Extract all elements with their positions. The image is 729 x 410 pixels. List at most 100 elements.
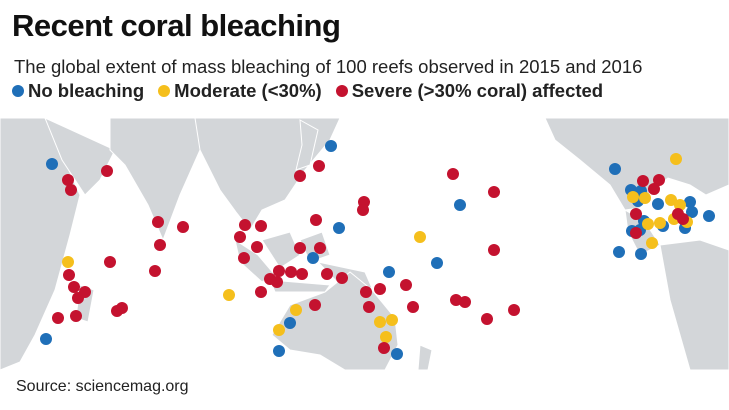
reef-dot bbox=[627, 191, 639, 203]
reef-dot bbox=[290, 304, 302, 316]
reef-dot bbox=[630, 208, 642, 220]
reef-dot bbox=[630, 227, 642, 239]
reef-dot bbox=[481, 313, 493, 325]
reef-dot bbox=[374, 283, 386, 295]
reef-dot bbox=[459, 296, 471, 308]
reef-dot bbox=[670, 153, 682, 165]
reef-dot bbox=[383, 266, 395, 278]
reef-dot bbox=[273, 324, 285, 336]
reef-dot bbox=[238, 252, 250, 264]
legend-swatch bbox=[12, 85, 24, 97]
reef-dot bbox=[234, 231, 246, 243]
reef-dot bbox=[450, 294, 462, 306]
reef-dot bbox=[116, 302, 128, 314]
subtitle: The global extent of mass bleaching of 1… bbox=[14, 56, 643, 77]
reef-dot bbox=[46, 158, 58, 170]
legend-item: Severe (>30% coral) affected bbox=[335, 80, 604, 102]
reef-dot bbox=[310, 214, 322, 226]
legend-item: Moderate (<30%) bbox=[158, 80, 322, 102]
reef-dot bbox=[70, 310, 82, 322]
reef-dot bbox=[400, 279, 412, 291]
reef-dot bbox=[391, 348, 403, 360]
reef-dot bbox=[609, 163, 621, 175]
reef-dot bbox=[407, 301, 419, 313]
reef-dot bbox=[703, 210, 715, 222]
reef-dot bbox=[488, 186, 500, 198]
reef-dot bbox=[251, 241, 263, 253]
reef-dot bbox=[239, 219, 251, 231]
reef-dot bbox=[674, 199, 686, 211]
reef-dot bbox=[285, 266, 297, 278]
reef-dot bbox=[652, 198, 664, 210]
reef-dot bbox=[296, 268, 308, 280]
reef-dot bbox=[154, 239, 166, 251]
reef-dot bbox=[223, 289, 235, 301]
reef-dot bbox=[333, 222, 345, 234]
reef-dot bbox=[363, 301, 375, 313]
reef-dot bbox=[646, 237, 658, 249]
reef-dot bbox=[325, 140, 337, 152]
reef-dot bbox=[62, 256, 74, 268]
reef-dot bbox=[360, 286, 372, 298]
reef-dot bbox=[488, 244, 500, 256]
reef-dot bbox=[273, 265, 285, 277]
reef-dot bbox=[255, 220, 267, 232]
legend-label: No bleaching bbox=[28, 80, 145, 101]
reef-dot bbox=[654, 217, 666, 229]
reef-dot bbox=[414, 231, 426, 243]
reef-dot bbox=[101, 165, 113, 177]
reef-dots bbox=[40, 140, 715, 360]
reef-dot bbox=[273, 345, 285, 357]
reef-dot bbox=[648, 183, 660, 195]
reef-dot bbox=[613, 246, 625, 258]
reef-dot bbox=[65, 184, 77, 196]
legend-label: Severe (>30% coral) affected bbox=[351, 80, 604, 101]
legend: No bleaching Moderate (<30%) Severe (>30… bbox=[12, 80, 603, 102]
reef-dot bbox=[637, 175, 649, 187]
reef-dot bbox=[307, 252, 319, 264]
legend-item: No bleaching bbox=[12, 80, 144, 102]
reef-dot bbox=[309, 299, 321, 311]
reef-dot bbox=[149, 265, 161, 277]
reef-dot bbox=[380, 331, 392, 343]
reef-dot bbox=[378, 342, 390, 354]
reef-dot bbox=[357, 204, 369, 216]
reef-dot bbox=[63, 269, 75, 281]
reef-dot bbox=[72, 292, 84, 304]
reef-dot bbox=[314, 242, 326, 254]
reef-dot bbox=[271, 276, 283, 288]
reef-dot bbox=[635, 248, 647, 260]
reef-dot bbox=[177, 221, 189, 233]
reef-dot bbox=[686, 206, 698, 218]
reef-dot bbox=[104, 256, 116, 268]
land bbox=[0, 118, 729, 370]
legend-label: Moderate (<30%) bbox=[174, 80, 322, 101]
legend-swatch bbox=[335, 85, 348, 97]
reef-dot bbox=[321, 268, 333, 280]
reef-dot bbox=[40, 333, 52, 345]
title: Recent coral bleaching bbox=[12, 8, 341, 43]
reef-dot bbox=[639, 192, 651, 204]
reef-dot bbox=[684, 196, 696, 208]
reef-dot bbox=[52, 312, 64, 324]
reef-dot bbox=[374, 316, 386, 328]
reef-dot bbox=[68, 281, 80, 293]
reef-dot bbox=[62, 174, 74, 186]
reef-dot bbox=[431, 257, 443, 269]
reef-dot bbox=[642, 218, 654, 230]
reef-dot bbox=[294, 170, 306, 182]
reef-dot bbox=[508, 304, 520, 316]
reef-dot bbox=[386, 314, 398, 326]
reef-dot bbox=[284, 317, 296, 329]
reef-dot bbox=[336, 272, 348, 284]
reef-dot bbox=[677, 213, 689, 225]
reef-dot bbox=[294, 242, 306, 254]
reef-dot bbox=[152, 216, 164, 228]
reef-dot bbox=[313, 160, 325, 172]
reef-dot bbox=[665, 194, 677, 206]
source: Source: sciencemag.org bbox=[16, 378, 189, 395]
map bbox=[0, 118, 729, 370]
reef-dot bbox=[447, 168, 459, 180]
reef-dot bbox=[454, 199, 466, 211]
